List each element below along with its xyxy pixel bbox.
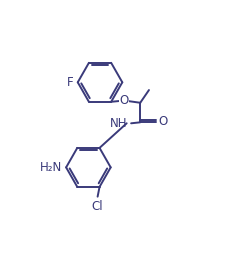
Text: O: O	[119, 94, 128, 107]
Text: Cl: Cl	[92, 200, 104, 213]
Text: O: O	[159, 115, 168, 128]
Text: NH: NH	[110, 117, 128, 130]
Text: H₂N: H₂N	[40, 161, 62, 174]
Text: F: F	[67, 76, 74, 89]
